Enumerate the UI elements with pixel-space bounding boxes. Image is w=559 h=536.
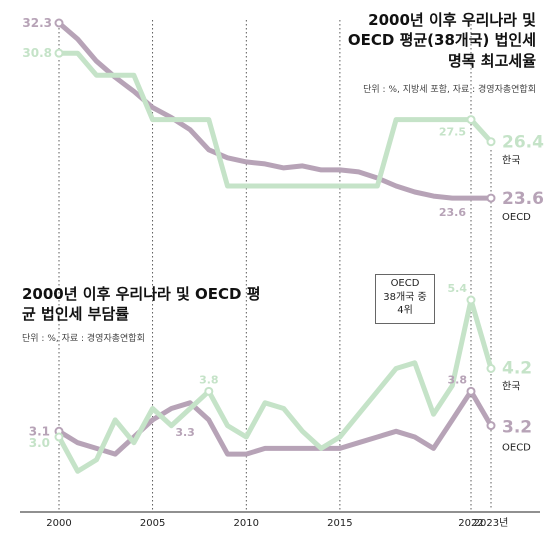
top-korea-start-label: 30.8 xyxy=(22,46,52,60)
bottom-oecd-end-label: 3.2 xyxy=(502,418,532,438)
bottom-korea-2022-label: 5.4 xyxy=(448,282,468,295)
bottom-korea-start-label: 3.0 xyxy=(29,436,50,450)
bottom-korea-series-line xyxy=(56,297,494,474)
bottom-korea-end-label: 4.2 xyxy=(502,359,532,379)
top-korea-end-label: 26.4 xyxy=(502,133,544,153)
top-korea-marker-2022 xyxy=(466,115,476,125)
bottom-korea-2008-label: 3.8 xyxy=(199,373,219,386)
top-korea-series-line xyxy=(56,50,494,189)
bottom-chart-title: 2000년 이후 우리나라 및 OECD 평균 법인세 부담률 xyxy=(22,285,261,324)
bottom-chart-source-note: 단위 : %, 자료 : 경영자총연합회 xyxy=(22,334,145,344)
bottom-korea-marker-2023 xyxy=(486,364,496,373)
bottom-oecd-marker-2023 xyxy=(486,421,496,431)
top-oecd-2022-label: 23.6 xyxy=(439,206,466,219)
bottom-korea-marker-2008 xyxy=(204,386,214,396)
callout-line-1: OECD xyxy=(390,278,420,289)
x-tick-label: 2010 xyxy=(234,518,259,529)
top-korea-2022-label: 27.5 xyxy=(439,126,466,139)
oecd-rank-callout: OECD 38개국 중 4위 xyxy=(375,274,435,324)
bottom-korea-series-name: 한국 xyxy=(502,381,520,393)
top-oecd-series-line xyxy=(56,20,494,201)
x-tick-label: 2023년 xyxy=(474,517,509,529)
top-korea-marker-2000 xyxy=(54,48,64,58)
top-oecd-end-label: 23.6 xyxy=(502,189,544,209)
bottom-korea-marker-2022 xyxy=(466,295,476,305)
x-tick-label: 2005 xyxy=(140,518,165,529)
top-oecd-marker-2000 xyxy=(54,18,64,28)
x-tick-label: 2000 xyxy=(46,518,71,529)
top-oecd-series-name: OECD xyxy=(502,212,531,223)
top-chart-title: 2000년 이후 우리나라 및 OECD 평균(38개국) 법인세 명목 최고세… xyxy=(347,11,536,70)
bottom-oecd-marker-2022 xyxy=(466,386,476,396)
top-korea-marker-2023 xyxy=(486,137,496,147)
bottom-oecd-2022-label: 3.8 xyxy=(448,373,468,386)
bottom-oecd-series-name: OECD xyxy=(502,443,531,454)
top-oecd-start-label: 32.3 xyxy=(22,16,52,30)
bottom-korea-marker-2000 xyxy=(54,432,64,442)
x-tick-label: 2015 xyxy=(327,518,352,529)
x-tick-label: 2022 xyxy=(458,518,483,529)
callout-line-3: 4위 xyxy=(397,305,413,316)
callout-line-2: 38개국 중 xyxy=(383,291,427,303)
bottom-oecd-2008-label: 3.3 xyxy=(175,426,195,439)
top-chart-source-note: 단위 : %, 지방세 포함, 자료 : 경영자총연합회 xyxy=(363,85,536,95)
top-korea-series-name: 한국 xyxy=(502,155,520,167)
bottom-oecd-start-label: 3.1 xyxy=(29,424,50,438)
top-oecd-marker-2023 xyxy=(486,193,496,203)
